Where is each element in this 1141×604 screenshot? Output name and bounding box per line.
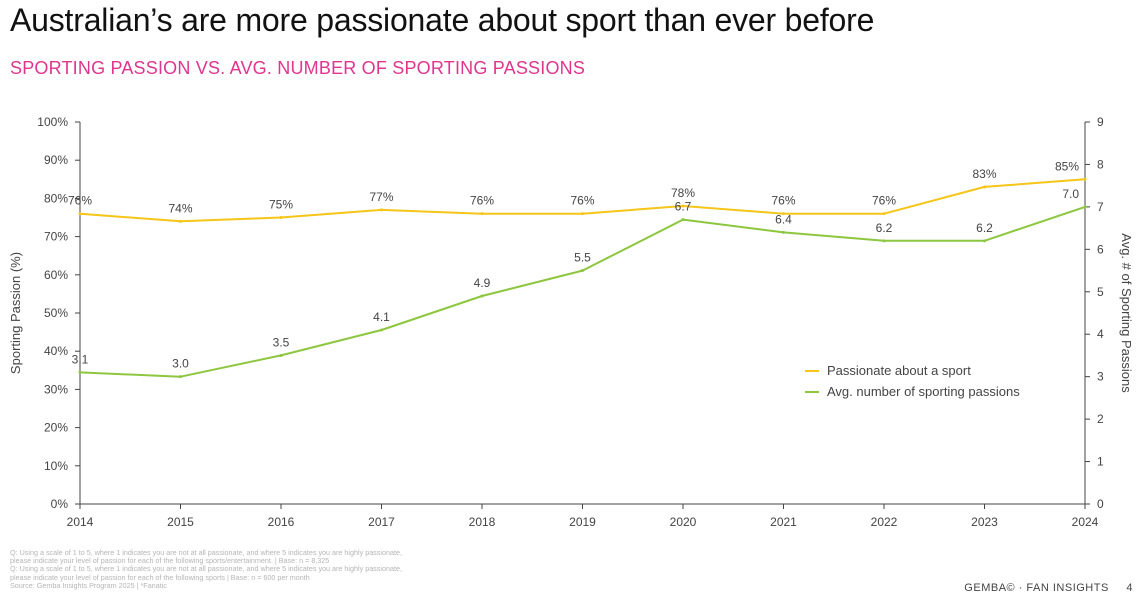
y-tick-label: 80% — [44, 191, 68, 205]
data-point — [279, 353, 283, 357]
data-label: 4.1 — [373, 310, 390, 324]
y-tick-label: 0% — [51, 497, 69, 511]
data-point — [581, 269, 584, 273]
footnote-line: please indicate your level of passion fo… — [10, 572, 310, 582]
y-tick-label: 40% — [44, 344, 68, 358]
data-label: 76% — [872, 194, 896, 208]
x-tick-label: 2021 — [770, 515, 797, 529]
data-point — [380, 208, 383, 212]
x-tick-label: 2015 — [167, 515, 194, 529]
footer-brand: GEMBA© · FAN INSIGHTS — [964, 582, 1109, 594]
data-point — [782, 212, 785, 216]
data-point — [179, 219, 182, 223]
data-label: 75% — [269, 198, 293, 212]
footnote-line: Q: Using a scale of 1 to 5, where 1 indi… — [10, 548, 402, 557]
footnotes: Q: Using a scale of 1 to 5, where 1 indi… — [10, 548, 570, 590]
page-footer: GEMBA© · FAN INSIGHTS 4 — [964, 582, 1133, 594]
x-tick-label: 2020 — [670, 515, 697, 529]
data-label: 6.2 — [876, 221, 893, 235]
data-point — [480, 212, 484, 216]
data-label: 76% — [68, 194, 92, 208]
data-label: 3.5 — [273, 335, 290, 349]
y2-tick-label: 5 — [1097, 285, 1104, 299]
data-point — [882, 239, 886, 243]
y-tick-label: 50% — [44, 306, 68, 320]
data-point — [782, 230, 785, 234]
y-tick-label: 100% — [37, 115, 68, 129]
x-tick-label: 2014 — [67, 515, 94, 529]
data-label: 74% — [168, 201, 192, 215]
data-label: 76% — [470, 194, 494, 208]
data-label: 76% — [570, 194, 594, 208]
y2-tick-label: 2 — [1097, 412, 1104, 426]
y-tick-label: 90% — [44, 153, 68, 167]
y2-tick-label: 4 — [1097, 327, 1104, 341]
data-point — [581, 212, 584, 216]
data-label: 5.5 — [574, 251, 591, 265]
data-label: 78% — [671, 186, 695, 200]
x-tick-label: 2017 — [368, 515, 395, 529]
y-tick-label: 70% — [44, 230, 68, 244]
data-label: 3.1 — [72, 352, 89, 366]
data-label: 6.2 — [976, 221, 993, 235]
x-tick-label: 2019 — [569, 515, 596, 529]
y2-axis-title: Avg. # of Sporting Passions — [1119, 233, 1134, 393]
data-point — [279, 216, 283, 219]
y2-tick-label: 3 — [1097, 370, 1104, 384]
y2-tick-label: 1 — [1097, 455, 1104, 469]
y-tick-label: 10% — [44, 459, 68, 473]
x-tick-label: 2022 — [871, 515, 898, 529]
x-tick-label: 2018 — [469, 515, 496, 529]
x-tick-label: 2016 — [268, 515, 295, 529]
x-tick-label: 2023 — [971, 515, 998, 529]
data-point — [78, 370, 82, 374]
data-label: 6.4 — [775, 212, 792, 226]
data-point — [380, 328, 383, 332]
y-tick-label: 30% — [44, 382, 68, 396]
footnote-line: Source: Gemba Insights Program 2025 | *F… — [10, 580, 167, 590]
data-point — [681, 218, 685, 222]
data-label: 7.0 — [1062, 187, 1079, 201]
y2-tick-label: 8 — [1097, 157, 1104, 171]
footnote-line: Q: Using a scale of 1 to 5, where 1 indi… — [10, 564, 402, 574]
data-label: 77% — [369, 190, 393, 204]
footnote-line: please indicate your level of passion fo… — [10, 556, 330, 566]
data-label: 76% — [771, 194, 795, 208]
y2-tick-label: 9 — [1097, 115, 1104, 129]
line-chart: 0% 10% 20% 30% 40% 50% 60% 70% 80% 90% 100% 0 1 2 3 4 5 6… — [8, 115, 1134, 529]
data-point — [983, 185, 986, 189]
data-label: 83% — [972, 167, 996, 181]
data-point — [681, 204, 685, 208]
x-tick-label: 2024 — [1072, 515, 1099, 529]
legend-label: Passionate about a sport — [827, 363, 971, 378]
y-tick-label: 20% — [44, 421, 68, 435]
y2-tick-label: 7 — [1097, 200, 1104, 214]
data-point — [1083, 177, 1087, 181]
page-number: 4 — [1126, 582, 1133, 594]
data-point — [78, 212, 82, 216]
legend-label: Avg. number of sporting passions — [827, 384, 1020, 399]
y2-tick-label: 0 — [1097, 497, 1104, 511]
y-axis-title: Sporting Passion (%) — [8, 252, 23, 374]
series-line-avg-passions — [79, 205, 1086, 378]
data-point — [983, 239, 986, 243]
data-point — [1083, 205, 1087, 209]
data-label: 4.9 — [474, 276, 491, 290]
y-tick-label: 60% — [44, 268, 68, 282]
data-label: 3.0 — [172, 357, 189, 371]
data-label: 6.7 — [675, 200, 692, 214]
data-point — [882, 212, 886, 216]
chart-subtitle: SPORTING PASSION VS. AVG. NUMBER OF SPOR… — [10, 58, 586, 78]
data-label: 85% — [1055, 159, 1079, 173]
data-point — [179, 375, 182, 379]
y2-tick-label: 6 — [1097, 242, 1104, 256]
data-point — [480, 294, 484, 298]
page-title: Australian’s are more passionate about s… — [10, 2, 875, 38]
